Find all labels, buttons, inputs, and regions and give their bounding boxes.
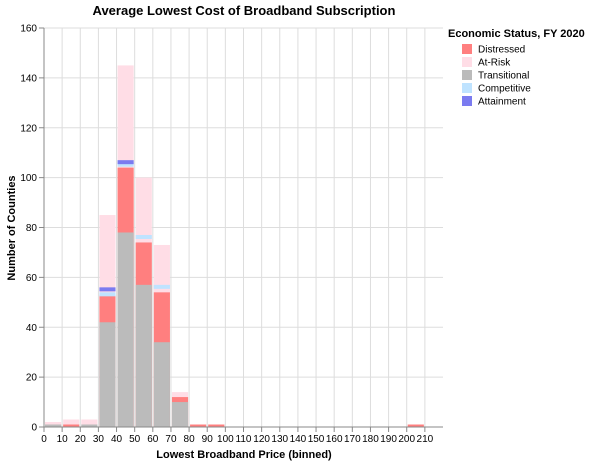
chart-title: Average Lowest Cost of Broadband Subscri… [93,3,396,18]
legend-swatch-attainment [462,96,472,106]
bar-transitional-0 [45,424,62,427]
x-tick-label: 80 [184,434,196,445]
x-tick-label: 160 [326,434,343,445]
legend: Economic Status, FY 2020 Distressed At-Ri… [448,28,585,108]
x-tick-label: 200 [398,434,415,445]
x-tick-label: 20 [75,434,87,445]
legend-label-attainment: Attainment [478,97,526,108]
y-tick-label: 20 [26,373,38,384]
x-tick-label: 60 [147,434,159,445]
bar-competitive-30 [99,292,116,297]
x-tick-label: 170 [344,434,361,445]
bar-competitive-50 [135,234,152,239]
bar-attainment-40 [117,160,134,165]
x-tick-label: 50 [129,434,141,445]
x-tick-label: 180 [362,434,379,445]
bar-at-risk-10 [63,419,80,427]
grid-lines [43,27,443,428]
bar-attainment-30 [99,287,116,292]
bar-transitional-30 [99,322,116,427]
bar-transitional-20 [81,424,98,427]
bar-distressed-80 [190,424,207,427]
x-tick-label: 0 [41,434,47,445]
y-tick-label: 120 [20,123,37,134]
y-tick-label: 40 [26,323,38,334]
x-tick-label: 190 [380,434,397,445]
x-tick-label: 110 [236,434,252,445]
x-tick-label: 70 [165,434,177,445]
bar-transitional-50 [135,284,152,427]
x-tick-label: 120 [253,434,270,445]
legend-label-transitional: Transitional [478,71,529,82]
bar-competitive-60 [153,284,170,289]
x-tick-label: 90 [202,434,214,445]
bar-transitional-70 [171,402,189,427]
x-tick-label: 30 [93,434,105,445]
x-tick-label: 40 [111,434,123,445]
bar-distressed-200 [407,424,424,427]
legend-swatch-at-risk [462,57,472,67]
x-tick-label: 210 [417,434,434,445]
y-tick-label: 160 [20,24,37,35]
bar-transitional-40 [117,232,134,427]
x-tick-label: 100 [217,434,234,445]
legend-title: Economic Status, FY 2020 [448,28,585,40]
legend-label-competitive: Competitive [478,84,531,95]
x-tick-label: 10 [57,434,69,445]
legend-swatch-transitional [462,70,472,80]
bar-transitional-60 [153,342,170,427]
legend-label-at-risk: At-Risk [478,58,511,69]
bar-at-risk-20 [81,419,98,427]
x-tick-label: 150 [308,434,325,445]
bars [45,65,424,427]
x-axis-title: Lowest Broadband Price (binned) [156,449,332,461]
y-tick-label: 100 [20,173,37,184]
y-tick-label: 140 [20,73,37,84]
legend-swatch-distressed [462,44,472,54]
bar-distressed-10 [63,424,80,427]
x-tick-label: 140 [290,434,307,445]
y-tick-label: 60 [26,273,38,284]
axes: 0 20 40 60 80 100 120 140 160 0 10 20 30 40 50 60 70 80 90… [20,24,443,445]
bar-competitive-40 [117,162,134,167]
legend-label-distressed: Distressed [478,45,525,56]
y-tick-label: 80 [26,223,38,234]
legend-swatch-competitive [462,83,472,93]
bar-distressed-90 [208,424,225,427]
y-axis-title: Number of Counties [6,175,18,280]
y-tick-label: 0 [31,423,37,434]
x-tick-label: 130 [271,434,288,445]
